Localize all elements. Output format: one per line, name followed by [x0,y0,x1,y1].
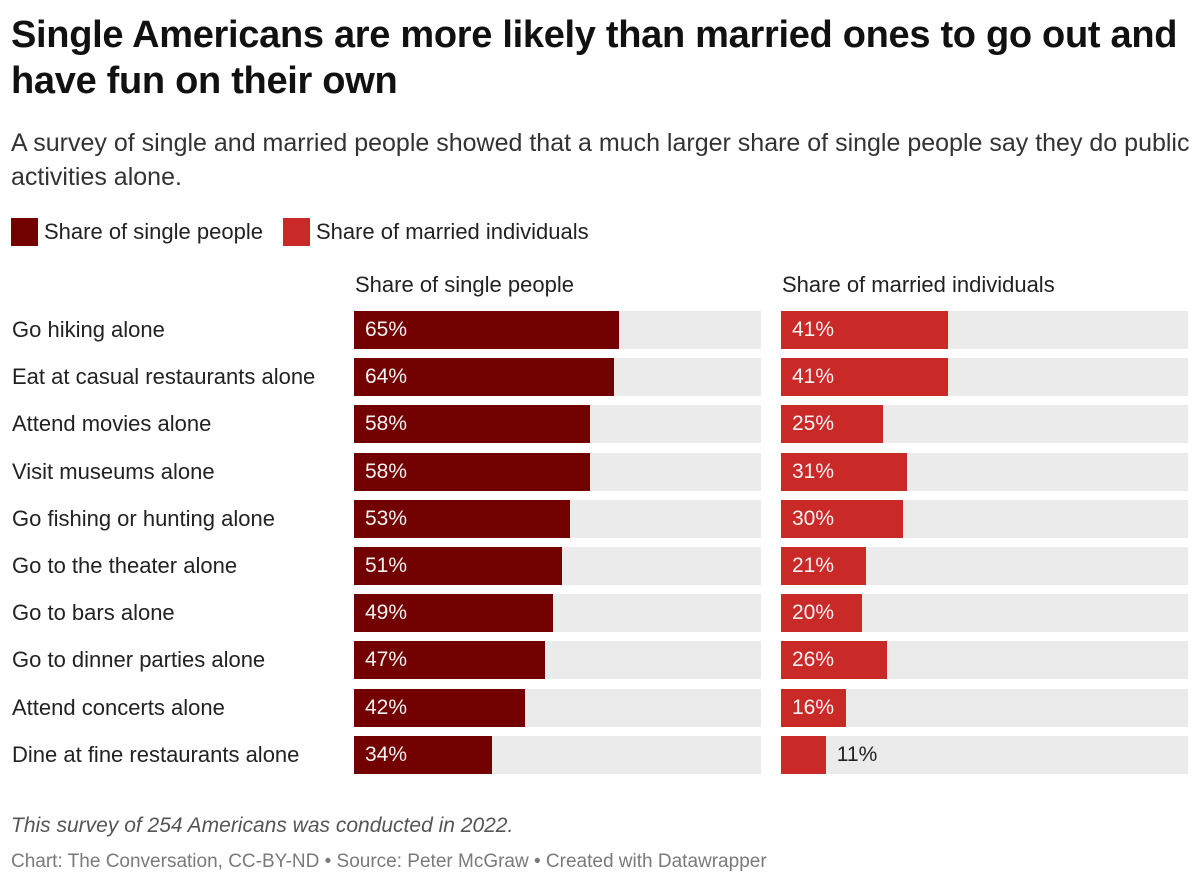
category-label: Go hiking alone [12,317,165,342]
bar-single [354,594,554,632]
chart-title: Single Americans are more likely than ma… [11,14,1178,102]
bar-track: 34% [354,736,761,774]
legend-label-married: Share of married individuals [315,219,589,244]
category-label: Eat at casual restaurants alone [12,364,316,389]
data-label: 16% [792,696,835,719]
bar-track: 51% [354,547,761,585]
data-label: 21% [792,554,835,577]
bar-married [781,641,887,679]
bar-married [781,358,948,396]
category-label: Go to the theater alone [12,553,238,578]
bar-track: 47% [354,641,761,679]
bar-track: 30% [781,500,1188,538]
bar-single [354,641,546,679]
legend-swatch-single [11,218,38,246]
bar-single [354,736,493,774]
category-label: Attend concerts alone [12,695,225,720]
category-label: Attend movies alone [12,411,212,436]
bar-track: 25% [781,405,1188,443]
column-header-single: Share of single people [355,272,574,297]
bar-married [781,500,904,538]
data-label: 58% [365,460,408,483]
data-label: 25% [792,412,835,435]
chart-notes: This survey of 254 Americans was conduct… [11,814,514,837]
chart-byline: Chart: The Conversation, CC-BY-ND • Sour… [11,851,767,872]
data-label: 64% [365,365,408,388]
bar-single [354,689,525,727]
data-label: 34% [365,743,408,766]
bar-track: 64% [354,358,761,396]
category-label: Go fishing or hunting alone [12,506,275,531]
category-label: Visit museums alone [12,459,215,484]
data-label: 41% [792,365,835,388]
data-label: 51% [365,554,408,577]
bar-track: 41% [781,311,1188,349]
bar-track: 21% [781,547,1188,585]
category-label: Go to dinner parties alone [12,647,266,672]
data-label: 53% [365,507,408,530]
bar-track: 11% [781,736,1188,774]
data-label: 49% [365,601,408,624]
category-label: Dine at fine restaurants alone [12,742,300,767]
bar-single [354,500,570,538]
bar-married [781,689,847,727]
bar-track: 41% [781,358,1188,396]
legend-item-married: Share of married individuals [282,218,589,246]
data-label: 30% [792,507,835,530]
bar-track: 42% [354,689,761,727]
category-label: Go to bars alone [12,600,175,625]
bar-track: 20% [781,594,1188,632]
bar-single [354,358,615,396]
data-label: 58% [365,412,408,435]
legend: Share of single people Share of married … [11,217,609,247]
bar-married [781,405,883,443]
bar-married [781,311,948,349]
bar-married [781,547,867,585]
bar-married [781,453,908,491]
bar-track: 31% [781,453,1188,491]
bar-single [354,453,591,491]
bar-track: 53% [354,500,761,538]
bar-track: 16% [781,689,1188,727]
bar-single [354,547,562,585]
bar-married [781,594,863,632]
bar-track: 26% [781,641,1188,679]
chart-subtitle: A survey of single and married people sh… [11,129,1190,191]
bar-track: 65% [354,311,761,349]
data-label: 47% [365,648,408,671]
bar-single [354,311,619,349]
data-label: 11% [836,743,878,766]
column-header-married: Share of married individuals [782,272,1055,297]
legend-swatch-married [282,218,310,246]
legend-item-single: Share of single people [11,218,263,246]
bar-track: 49% [354,594,761,632]
data-label: 42% [365,696,408,719]
data-label: 41% [792,318,835,341]
data-label: 65% [365,318,408,341]
bar-track: 58% [354,405,761,443]
legend-label-single: Share of single people [44,219,263,244]
data-label: 26% [792,648,835,671]
data-label: 31% [792,460,835,483]
bar-single [354,405,591,443]
bar-married [781,736,826,774]
data-label: 20% [792,601,835,624]
bar-track: 58% [354,453,761,491]
